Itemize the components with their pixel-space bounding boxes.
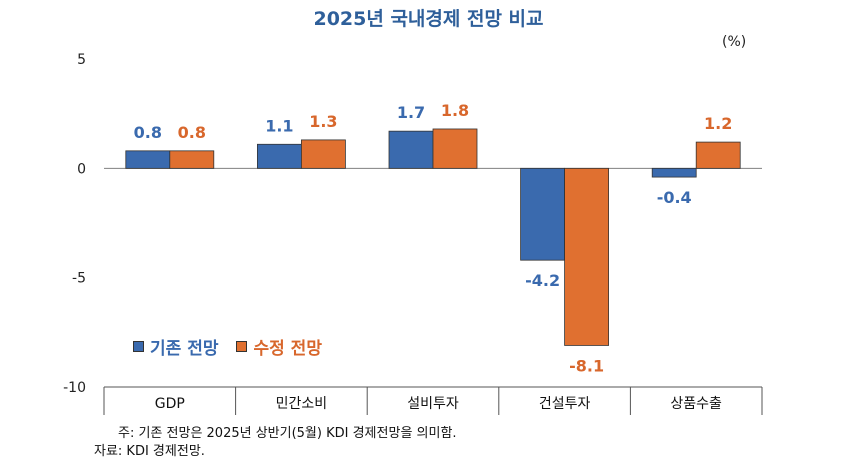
bar-existing: [388, 130, 434, 169]
bar-existing: [256, 143, 302, 169]
bar-revised: [432, 128, 478, 169]
footnote-line-1: 주: 기존 전망은 2025년 상반기(5월) KDI 경제전망을 의미함.: [118, 426, 457, 441]
x-tick-label: 상품수출: [670, 396, 722, 412]
data-label-revised: 1.2: [704, 114, 732, 133]
data-label-revised: -8.1: [569, 356, 604, 375]
data-label-existing: -4.2: [525, 271, 560, 290]
chart-axes: 5 0 -5 -10 GDP 민간소비 설비투자 건설투자 상품수출: [63, 52, 763, 415]
y-tick-label: -10: [63, 380, 86, 396]
chart-title: 2025년 국내경제 전망 비교: [313, 8, 544, 30]
data-label-existing: 0.8: [134, 123, 162, 142]
bar-revised: [300, 139, 346, 169]
legend-swatch-revised: [236, 341, 248, 352]
x-tick-label: GDP: [155, 396, 185, 412]
x-tick-label: 설비투자: [407, 396, 459, 412]
data-label-existing: 1.1: [265, 116, 293, 135]
chart-bars: [125, 128, 741, 346]
legend-item-existing: 기존 전망: [133, 334, 218, 359]
unit-label: (%): [722, 34, 747, 50]
legend-label-existing: 기존 전망: [150, 339, 219, 359]
y-tick-label: 5: [77, 52, 86, 68]
y-tick-label: 0: [77, 161, 86, 177]
y-tick-label: -5: [72, 271, 86, 287]
chart-data-labels: 0.8 1.1 1.7 -4.2 -0.4 0.8 1.3 1.8 -8.1 1.2: [134, 101, 733, 375]
legend-item-revised: 수정 전망: [236, 334, 322, 359]
footnote: 주: 기존 전망은 2025년 상반기(5월) KDI 경제전망을 의미함. 자…: [94, 425, 457, 461]
x-tick-label: 건설투자: [539, 396, 591, 412]
legend-label-revised: 수정 전망: [253, 339, 322, 359]
data-label-existing: 1.7: [397, 103, 425, 122]
data-label-revised: 1.8: [441, 101, 469, 120]
bar-existing: [125, 150, 171, 169]
data-label-revised: 0.8: [178, 123, 206, 142]
bar-existing: [651, 167, 697, 178]
data-label-revised: 1.3: [309, 112, 337, 131]
legend-swatch-existing: [133, 341, 144, 352]
bar-existing: [520, 167, 565, 261]
bar-revised: [695, 141, 741, 169]
footnote-source: 자료: KDI 경제전망.: [94, 444, 205, 459]
data-label-existing: -0.4: [657, 188, 692, 207]
chart-legend: 기존 전망 수정 전망: [133, 334, 336, 359]
bar-revised: [564, 167, 609, 346]
x-tick-label: 민간소비: [276, 396, 328, 412]
bar-revised: [169, 150, 215, 169]
